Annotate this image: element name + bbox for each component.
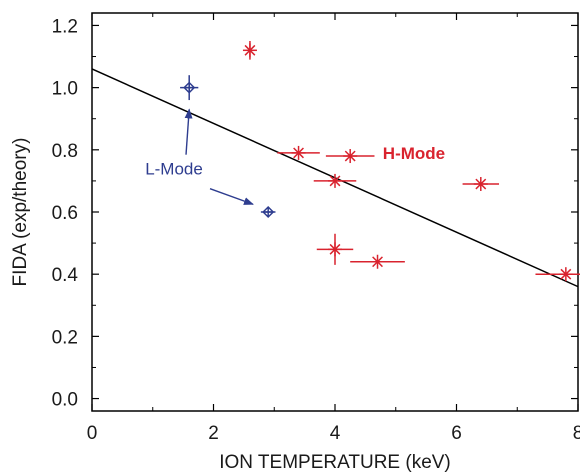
data-point <box>260 205 276 219</box>
marker-stroke <box>560 268 572 280</box>
tick-labels: 0 2 4 6 8 0.0 0.2 0.4 0.6 0.8 1.0 1.2 <box>52 16 580 444</box>
x-tick-label: 2 <box>208 423 219 444</box>
y-tick-label: 0.2 <box>52 327 78 348</box>
y-tick-label: 0.6 <box>52 203 78 224</box>
marker-stroke <box>372 256 383 268</box>
data-point <box>242 40 257 60</box>
marker-stroke <box>475 178 487 190</box>
x-tick-label: 4 <box>330 423 341 444</box>
y-tick-label: 1.0 <box>52 79 78 100</box>
data-point <box>316 233 354 265</box>
series-h-mode <box>242 40 580 282</box>
data-point <box>313 173 357 188</box>
annotations: L-Mode H-Mode <box>145 108 445 205</box>
annotation-arrow <box>184 108 193 155</box>
data-point <box>535 267 580 282</box>
data-point <box>350 254 405 269</box>
y-axis-title: FIDA (exp/theory) <box>10 138 31 287</box>
data-point <box>325 149 375 164</box>
data-point <box>180 75 199 101</box>
marker-stroke <box>344 150 356 162</box>
data-point <box>277 145 320 160</box>
marker-stroke <box>329 243 341 255</box>
y-tick-label: 1.2 <box>52 16 78 37</box>
x-tick-label: 6 <box>451 423 462 444</box>
annotation-arrow <box>209 188 254 205</box>
h-mode-label: H-Mode <box>383 144 445 163</box>
x-tick-label: 8 <box>573 423 580 444</box>
data-point <box>462 177 500 192</box>
y-tick-label: 0.0 <box>52 390 78 411</box>
y-tick-label: 0.8 <box>52 141 78 162</box>
data-points <box>180 40 580 282</box>
plot-frame <box>91 12 579 412</box>
marker-stroke <box>329 175 341 187</box>
y-tick-label: 0.4 <box>52 265 79 286</box>
marker-stroke <box>293 147 304 159</box>
l-mode-label: L-Mode <box>145 160 203 179</box>
x-tick-label: 0 <box>87 423 98 444</box>
series-l-mode <box>180 75 276 219</box>
x-axis-title: ION TEMPERATURE (keV) <box>219 452 451 473</box>
ticks <box>91 13 579 411</box>
marker-stroke <box>244 44 256 56</box>
